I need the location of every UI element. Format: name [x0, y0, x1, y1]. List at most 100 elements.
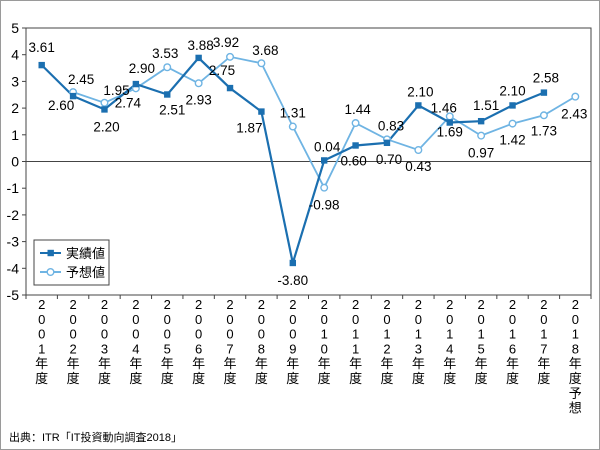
y-tick-label: 4 — [11, 47, 19, 63]
y-tick-label: 0 — [11, 154, 19, 170]
data-label-forecast: 1.42 — [499, 133, 525, 148]
data-point-forecast — [539, 111, 548, 120]
data-label-actual: 2.20 — [93, 119, 119, 134]
data-label-forecast: 3.92 — [213, 35, 239, 50]
data-label-actual: 2.10 — [407, 84, 433, 99]
y-tick-label: 3 — [11, 73, 19, 89]
x-category-label: 2 0 0 1 年度 — [35, 297, 48, 386]
data-label-actual: 0.70 — [376, 152, 402, 167]
data-point-actual — [352, 142, 359, 149]
data-label-forecast: 1.95 — [103, 83, 129, 98]
data-label-actual: 1.51 — [473, 98, 499, 113]
data-point-forecast — [257, 59, 266, 68]
data-point-actual — [195, 54, 202, 62]
data-label-actual: 2.58 — [533, 71, 559, 86]
data-label-actual: 0.04 — [314, 139, 341, 154]
x-category-label: 2 0 1 7 年度 — [537, 297, 550, 386]
data-label-forecast: 2.43 — [561, 107, 587, 122]
data-label-actual: 2.90 — [129, 61, 155, 76]
data-point-forecast — [100, 98, 109, 107]
data-point-actual — [38, 61, 45, 69]
data-point-forecast — [163, 63, 172, 72]
y-tick-label: 1 — [11, 127, 19, 143]
data-label-actual: 2.10 — [499, 83, 525, 98]
data-label-forecast: 1.69 — [437, 124, 463, 139]
data-point-actual — [383, 139, 391, 147]
data-label-forecast: 2.74 — [115, 95, 142, 110]
data-point-forecast — [571, 92, 580, 101]
data-label-forecast: 0.97 — [468, 146, 494, 161]
data-label-forecast: 3.68 — [252, 43, 278, 58]
y-tick-label: -5 — [7, 287, 20, 303]
y-tick-label: -2 — [7, 207, 20, 223]
x-category-label: 2 0 0 5 年度 — [161, 297, 174, 386]
data-point-actual — [320, 157, 328, 164]
data-label-forecast: 1.73 — [531, 123, 557, 138]
y-tick-label: -4 — [7, 260, 20, 276]
legend-label: 実績値 — [66, 246, 105, 261]
legend-marker-square — [47, 249, 54, 257]
data-point-actual — [101, 106, 108, 113]
x-category-label: 2 0 1 5 年度 — [475, 297, 488, 386]
legend-marker-circle — [46, 268, 55, 277]
data-point-forecast — [477, 131, 486, 140]
data-label-forecast: 3.53 — [152, 46, 178, 61]
series-line-forecast — [72, 55, 576, 190]
data-point-forecast — [194, 79, 203, 88]
data-label-actual: 1.46 — [431, 101, 457, 116]
x-category-label: 2 0 0 9 年度 — [286, 297, 299, 386]
x-category-label: 2 0 0 4 年度 — [129, 297, 142, 386]
x-category-label: 2 0 0 2 年度 — [67, 297, 80, 386]
data-label-forecast: 0.43 — [405, 159, 431, 174]
data-label-actual: 2.51 — [159, 102, 185, 117]
x-category-label: 2 0 0 6 年度 — [192, 297, 205, 386]
source-note: 出典：ITR「IT投資動向調査2018」 — [9, 432, 182, 444]
data-label-forecast: 1.44 — [344, 102, 371, 117]
legend-label: 予想値 — [66, 265, 105, 280]
data-label-actual: 1.87 — [236, 121, 262, 136]
data-point-actual — [540, 89, 548, 96]
data-point-actual — [509, 102, 516, 109]
y-tick-label: 2 — [11, 100, 19, 116]
data-point-forecast — [226, 52, 235, 61]
data-point-forecast — [414, 146, 423, 155]
data-point-forecast — [351, 119, 360, 128]
y-tick-label: -1 — [7, 180, 20, 196]
legend-box — [33, 239, 110, 286]
x-category-label: 2 0 1 8 年度予想 — [569, 297, 582, 416]
data-point-actual — [132, 80, 140, 88]
x-category-label: 2 0 0 7 年度 — [224, 297, 237, 386]
data-point-actual — [226, 84, 234, 92]
x-category-label: 2 0 1 0 年度 — [318, 297, 331, 386]
data-label-forecast: 1.31 — [280, 106, 306, 121]
data-point-forecast — [320, 183, 329, 192]
data-point-actual — [289, 259, 297, 267]
data-point-forecast — [288, 122, 297, 131]
data-label-forecast: 0.83 — [378, 118, 404, 133]
data-label-actual: 3.88 — [187, 38, 213, 53]
data-point-actual — [415, 102, 422, 109]
x-category-label: 2 0 1 1 年度 — [349, 297, 362, 386]
data-point-forecast — [508, 119, 517, 128]
data-point-actual — [164, 91, 171, 98]
data-label-actual: -3.80 — [277, 273, 308, 288]
y-tick-label: -3 — [7, 234, 20, 250]
x-category-label: 2 0 1 2 年度 — [380, 297, 393, 386]
data-label-actual: 2.45 — [68, 72, 94, 87]
data-label-forecast: 2.60 — [48, 98, 74, 113]
data-point-actual — [446, 119, 453, 126]
data-point-actual — [258, 108, 265, 115]
data-label-actual: 3.61 — [29, 40, 55, 55]
data-label-forecast: -0.98 — [309, 198, 340, 213]
x-category-label: 2 0 1 6 年度 — [506, 297, 519, 386]
data-label-actual: 2.75 — [209, 63, 235, 78]
x-category-label: 2 0 0 8 年度 — [255, 297, 268, 386]
data-label-forecast: 2.93 — [185, 92, 211, 107]
x-category-label: 2 0 1 4 年度 — [443, 297, 456, 386]
data-point-actual — [477, 117, 485, 125]
y-tick-label: 5 — [11, 20, 19, 36]
x-category-label: 2 0 0 3 年度 — [98, 297, 111, 386]
data-point-actual — [69, 92, 77, 100]
